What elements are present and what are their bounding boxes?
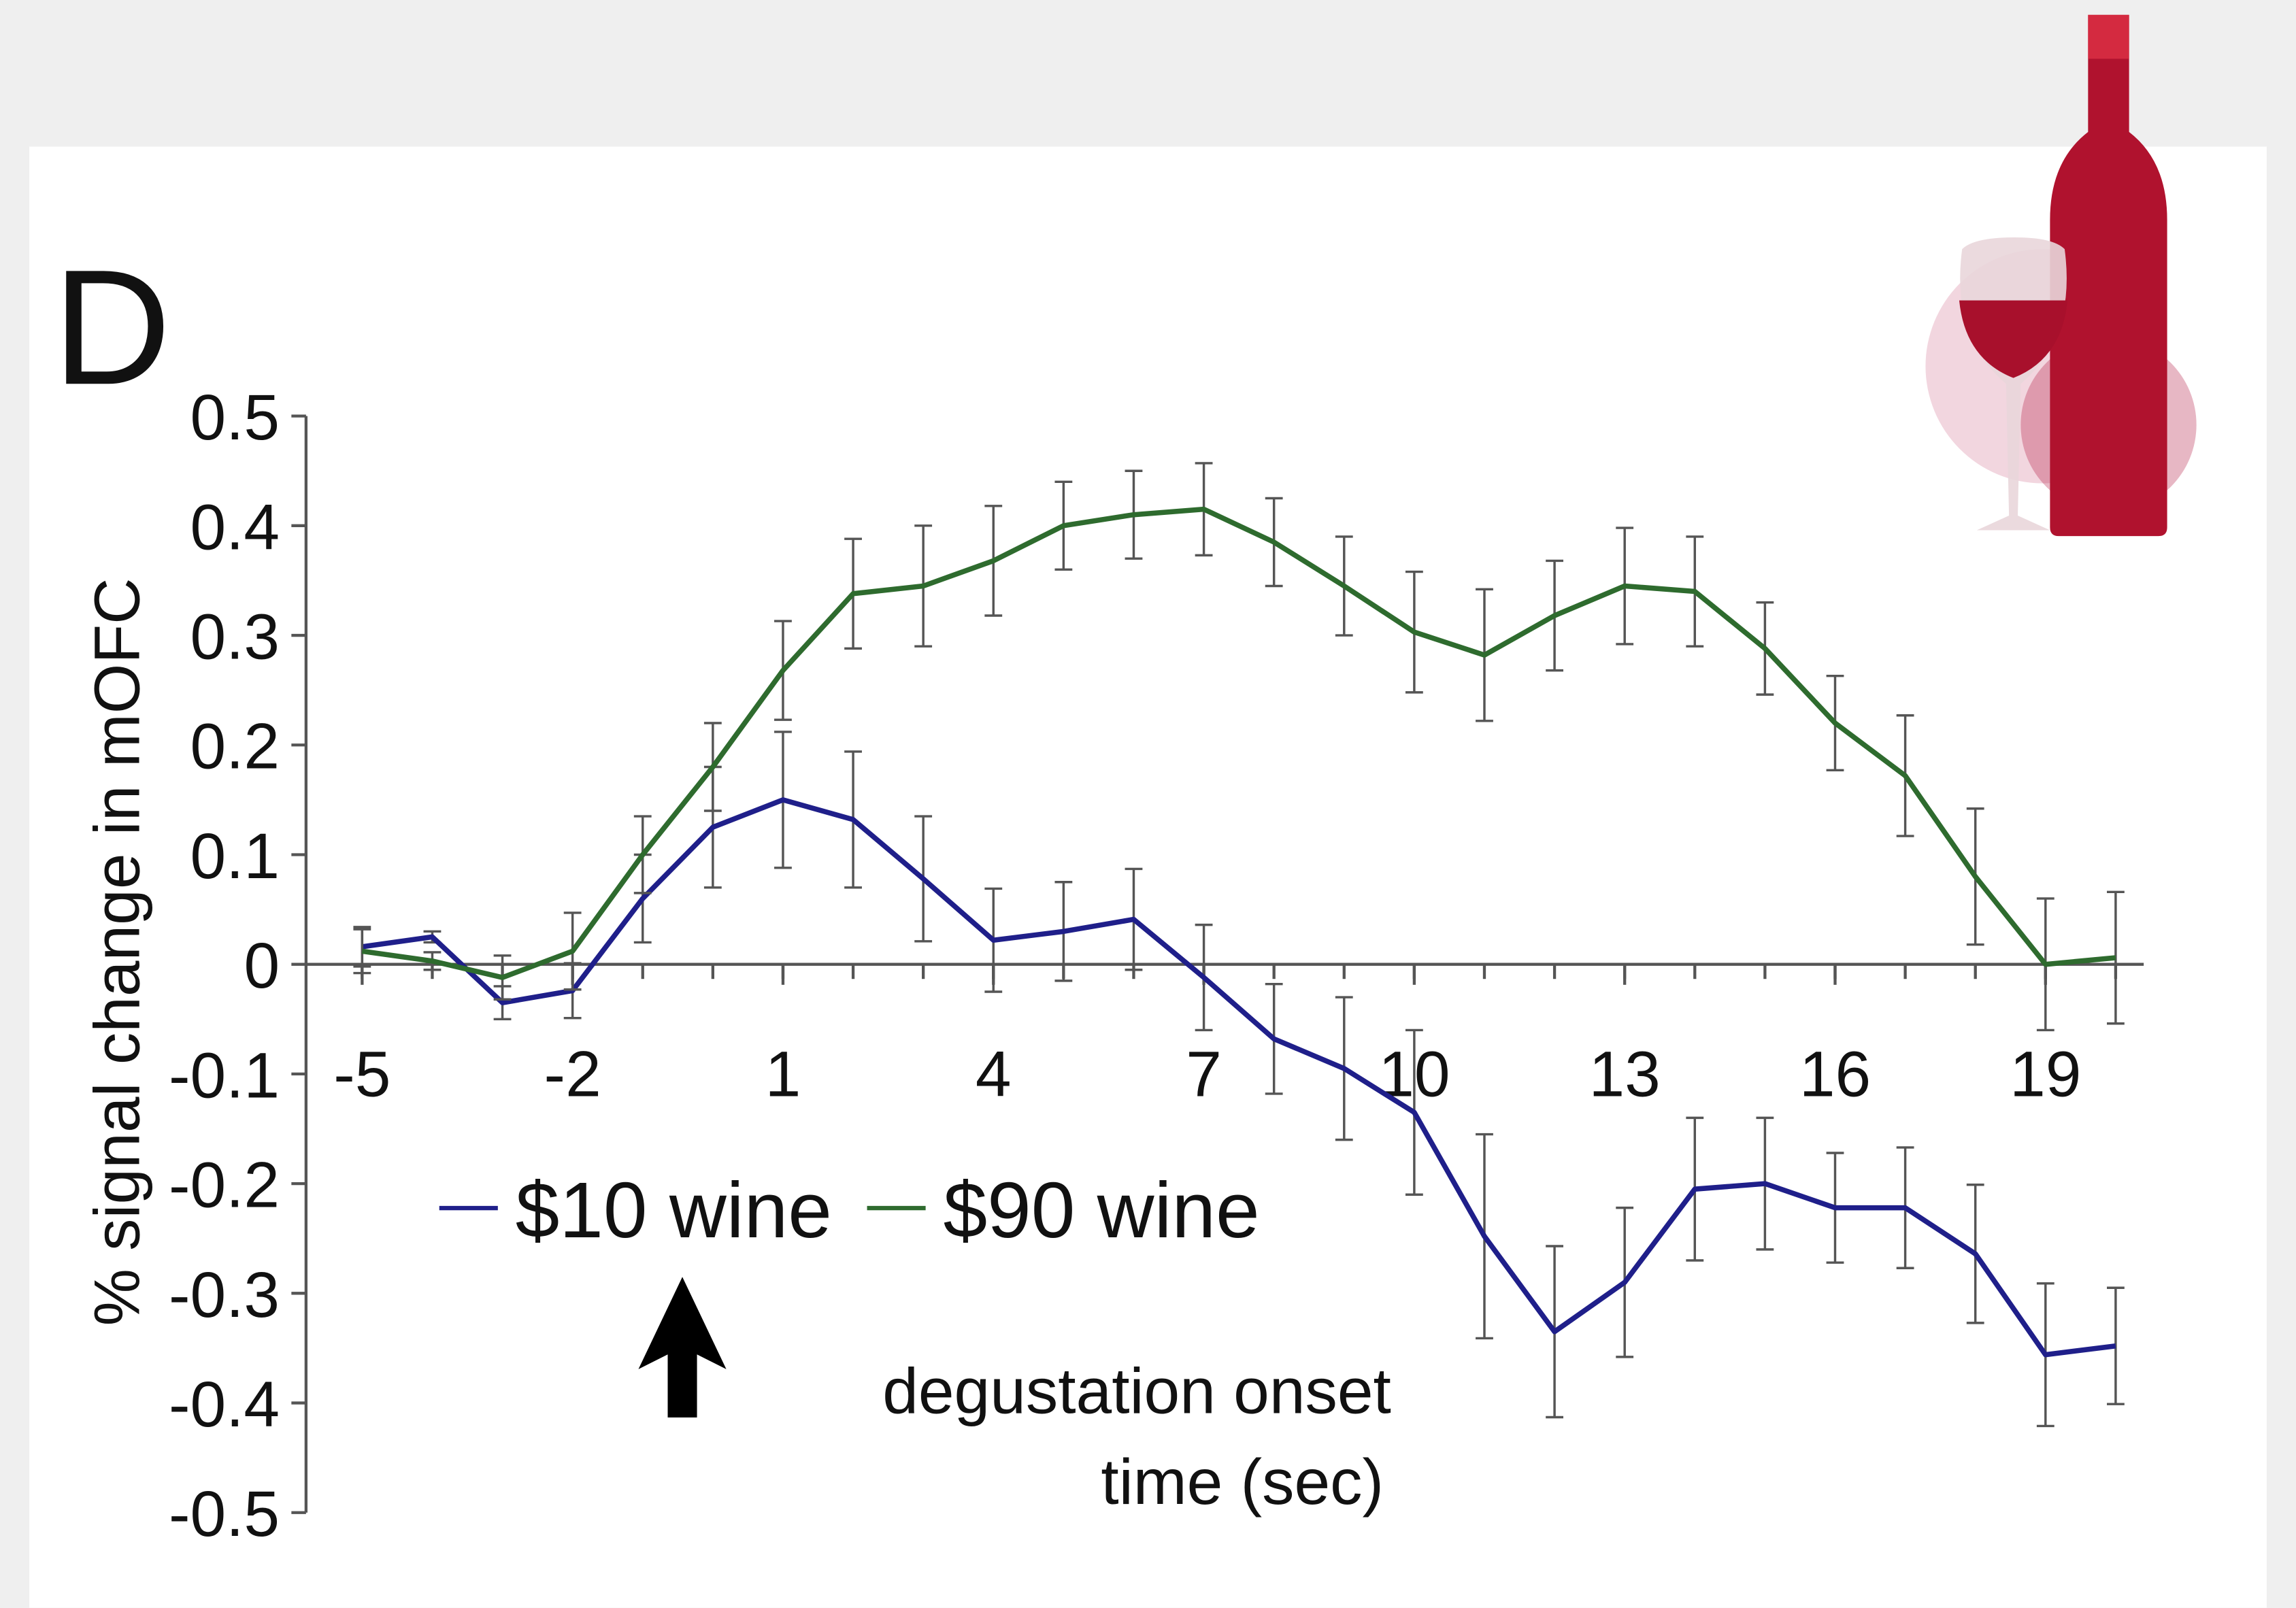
x-tick-label: 4	[976, 1038, 1012, 1110]
chart: D % signal change in mOFC time (sec) deg…	[0, 0, 2296, 1608]
legend-label: $10 wine	[516, 1166, 832, 1254]
y-tick-label: -0.5	[169, 1478, 280, 1550]
x-tick-label: 19	[2010, 1038, 2081, 1110]
y-tick-label: 0.4	[190, 491, 280, 563]
x-tick-label: 1	[765, 1038, 801, 1110]
x-tick-label: 7	[1186, 1038, 1222, 1110]
y-tick-label: 0.5	[190, 382, 280, 454]
annotation: degustation onset	[882, 1355, 1391, 1427]
y-tick-label: -0.3	[169, 1259, 280, 1331]
y-tick-label: 0.3	[190, 601, 280, 673]
y-tick-label: 0	[244, 930, 280, 1002]
x-tick-label: -5	[333, 1038, 390, 1110]
page: {"chart_data": {"type": "line", "panel_l…	[0, 0, 2296, 1608]
y-axis-label: % signal change in mOFC	[81, 577, 153, 1326]
x-tick-label: 16	[1799, 1038, 1871, 1110]
y-tick-label: 0.2	[190, 711, 280, 783]
legend-label: $90 wine	[943, 1166, 1259, 1254]
x-tick-label: 13	[1589, 1038, 1661, 1110]
x-tick-label: -2	[544, 1038, 601, 1110]
y-tick-label: -0.4	[169, 1369, 280, 1441]
panel-label: D	[52, 236, 171, 419]
y-tick-label: -0.1	[169, 1039, 280, 1111]
x-axis-label: time (sec)	[1101, 1446, 1384, 1518]
y-tick-label: -0.2	[169, 1150, 280, 1222]
y-tick-label: 0.1	[190, 820, 280, 892]
